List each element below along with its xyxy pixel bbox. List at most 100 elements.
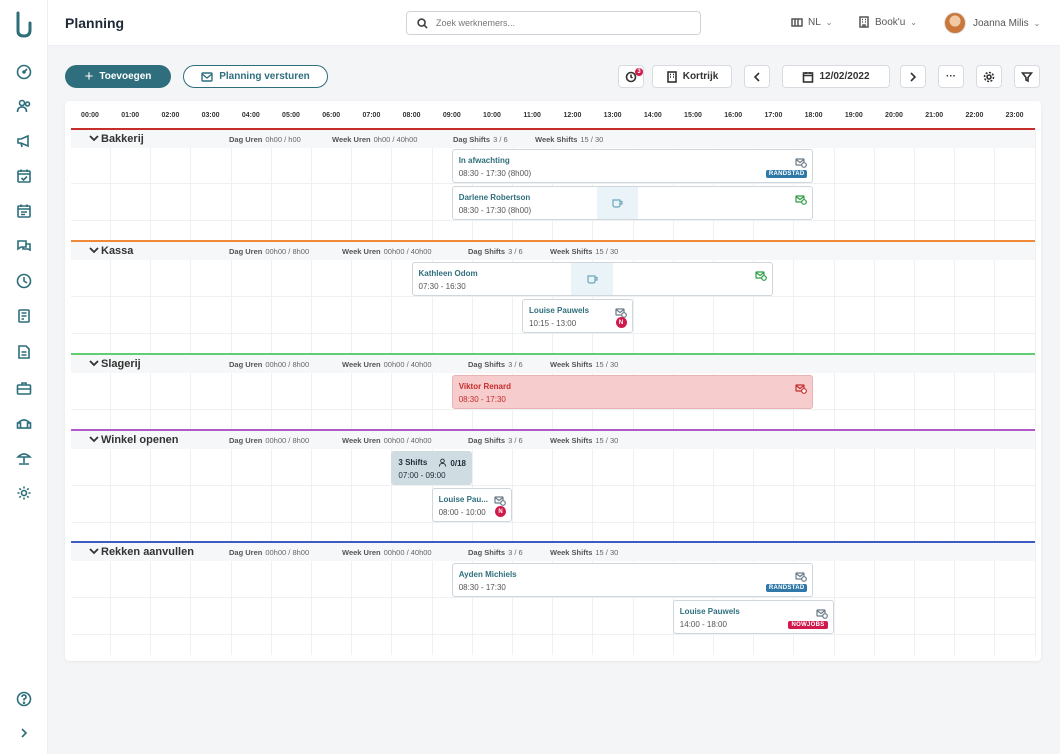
chevron-down-icon[interactable]	[89, 547, 99, 558]
document-icon[interactable]	[14, 342, 34, 362]
week-uren-stat-value: 00h00 / 40h00	[383, 548, 432, 557]
megaphone-icon[interactable]	[14, 131, 34, 151]
hour-label: 23:00	[1005, 112, 1024, 119]
more-button[interactable]: ···	[938, 65, 964, 88]
filter-button[interactable]	[1014, 65, 1040, 88]
hour-gridline	[230, 128, 232, 655]
location-button[interactable]: Kortrijk	[652, 65, 732, 88]
settings-button[interactable]	[976, 65, 1002, 88]
plus-icon: +	[84, 68, 94, 85]
new-badge: N	[494, 506, 506, 517]
department-header[interactable]: Winkel openen Dag Uren 00h00 / 8h00 Week Ur…	[71, 431, 1035, 449]
add-button-label: Toevoegen	[99, 71, 152, 82]
help-icon[interactable]	[14, 689, 34, 709]
chat-icon[interactable]	[14, 236, 34, 256]
week-shifts-stat-label: Week Shifts	[550, 548, 593, 557]
hour-gridline	[311, 128, 312, 655]
dag-shifts-stat: Dag Shifts 3 / 6	[468, 360, 523, 369]
logo[interactable]	[14, 10, 34, 38]
beach-icon[interactable]	[14, 448, 34, 468]
expand-icon[interactable]	[14, 723, 34, 743]
hour-gridline	[954, 128, 956, 655]
mail-status-icon[interactable]	[614, 305, 627, 318]
shift-time: 14:00 - 18:00	[679, 620, 727, 629]
week-shifts-stat: Week Shifts 15 / 30	[550, 548, 618, 557]
mail-status-icon[interactable]	[755, 268, 768, 281]
shift-card[interactable]: Kathleen Odom 07:30 - 16:30	[411, 262, 774, 296]
company-selector[interactable]: Book'u ⌄	[858, 16, 917, 28]
department-header[interactable]: Bakkerij Dag Uren 0h00 / h00 Week Uren 0h00 …	[71, 130, 1035, 148]
calendar-icon[interactable]	[14, 201, 34, 221]
shift-card[interactable]: Louise Pau... 08:00 - 10:00 N	[431, 488, 512, 522]
headset-icon[interactable]	[14, 413, 34, 433]
settings-icon[interactable]	[14, 483, 34, 503]
hour-label: 12:00	[563, 112, 582, 119]
shift-name: In afwachting	[458, 156, 510, 165]
shift-card[interactable]: Louise Pauwels 14:00 - 18:00 NOWJOBS	[672, 600, 834, 634]
shift-group-card[interactable]: 3 Shifts 0/18 07:00 - 09:00	[391, 451, 472, 485]
hour-gridline	[873, 128, 875, 655]
previous-date-button[interactable]	[744, 65, 770, 88]
dag-uren-stat-value: 00h00 / 8h00	[265, 247, 310, 256]
clock-icon[interactable]	[14, 271, 34, 291]
language-label: NL	[808, 16, 821, 28]
next-date-button[interactable]	[900, 65, 926, 88]
shift-card[interactable]: Darlene Robertson 08:30 - 17:30 (8h00)	[451, 186, 814, 220]
department-divider	[71, 541, 1035, 543]
dag-uren-stat-label: Dag Uren	[229, 360, 263, 369]
shift-time: 08:30 - 17:30 (8h00)	[458, 169, 532, 178]
chevron-down-icon: ⌄	[910, 17, 917, 27]
shift-card[interactable]: In afwachting 08:30 - 17:30 (8h00) RANDSTA…	[451, 149, 814, 183]
search-box[interactable]	[406, 11, 701, 35]
shift-card[interactable]: Louise Pauwels 10:15 - 13:00 N	[522, 299, 633, 333]
week-shifts-stat-value: 15 / 30	[595, 436, 619, 445]
department-divider	[71, 353, 1035, 355]
mail-status-icon[interactable]	[795, 381, 808, 394]
date-picker[interactable]: 12/02/2022	[782, 65, 890, 88]
language-selector[interactable]: NL ⌄	[791, 16, 833, 28]
user-menu[interactable]: Joanna Milis ⌄	[944, 12, 1040, 34]
hour-label: 05:00	[282, 112, 300, 119]
week-shifts-stat-value: 15 / 30	[595, 247, 619, 256]
row-divider	[71, 634, 1035, 635]
search-input[interactable]	[436, 18, 676, 28]
shift-time: 08:30 - 17:30	[458, 583, 506, 592]
dashboard-icon[interactable]	[14, 62, 34, 82]
shift-name: Louise Pau...	[438, 495, 488, 504]
department-header[interactable]: Kassa Dag Uren 00h00 / 8h00 Week Uren 00h00 …	[71, 242, 1035, 260]
chevron-down-icon[interactable]	[89, 359, 99, 370]
send-planning-button[interactable]: Planning versturen	[183, 65, 328, 88]
hour-gridline	[994, 128, 996, 655]
users-icon[interactable]	[14, 96, 34, 116]
dag-shifts-stat-value: 3 / 6	[493, 135, 508, 144]
week-uren-stat-label: Week Uren	[342, 548, 381, 557]
date-label: 12/02/2022	[819, 71, 870, 82]
shift-card[interactable]: Ayden Michiels 08:30 - 17:30 RANDSTAD	[451, 563, 814, 597]
clock-alert-icon	[625, 71, 637, 82]
notifications-button[interactable]: 3	[618, 65, 644, 88]
shift-card[interactable]: Viktor Renard 08:30 - 17:30	[451, 375, 814, 409]
dag-shifts-stat: Dag Shifts 3 / 6	[468, 548, 523, 557]
shift-time: 10:15 - 13:00	[529, 319, 577, 328]
mail-status-icon[interactable]	[795, 192, 808, 205]
week-shifts-stat: Week Shifts 15 / 30	[535, 135, 603, 144]
hour-gridline	[1034, 128, 1036, 655]
mail-status-icon[interactable]	[815, 606, 828, 619]
mail-status-icon[interactable]	[494, 493, 506, 506]
chevron-down-icon: ⌄	[1033, 18, 1041, 28]
dag-uren-stat: Dag Uren 00h00 / 8h00	[229, 548, 309, 557]
row-divider	[71, 333, 1035, 334]
mail-status-icon[interactable]	[795, 155, 808, 168]
department-header[interactable]: Slagerij Dag Uren 00h00 / 8h00 Week Uren 00h…	[71, 355, 1035, 373]
chevron-down-icon[interactable]	[89, 134, 99, 145]
user-name: Joanna Milis	[973, 17, 1029, 29]
mail-status-icon[interactable]	[795, 569, 808, 582]
add-button[interactable]: + Toevoegen	[65, 65, 171, 88]
book-icon[interactable]	[14, 306, 34, 326]
chevron-down-icon[interactable]	[89, 246, 99, 257]
send-planning-label: Planning versturen	[219, 71, 310, 82]
department-header[interactable]: Rekken aanvullen Dag Uren 00h00 / 8h00 Week…	[71, 543, 1035, 561]
calendar-check-icon[interactable]	[14, 166, 34, 186]
chevron-down-icon[interactable]	[89, 435, 99, 446]
briefcase-icon[interactable]	[14, 378, 34, 398]
